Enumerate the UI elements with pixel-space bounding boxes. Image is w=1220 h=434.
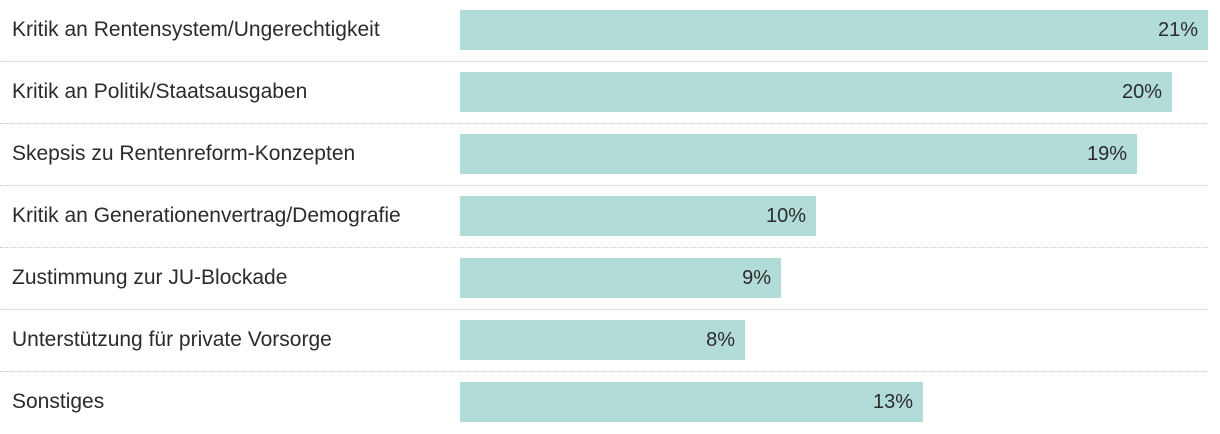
chart-row: Kritik an Rentensystem/Ungerechtigkeit 21…: [0, 0, 1208, 62]
data-label: 21%: [1157, 19, 1198, 41]
category-label: Kritik an Politik/Staatsausgaben: [12, 80, 308, 103]
bar: 19%: [460, 134, 1137, 174]
data-label: 13%: [872, 391, 913, 413]
row-divider: [0, 247, 1208, 248]
category-label: Kritik an Rentensystem/Ungerechtigkeit: [12, 18, 380, 41]
bar: 10%: [460, 196, 816, 236]
data-label: 10%: [765, 205, 806, 227]
data-label: 9%: [742, 267, 771, 289]
category-label: Zustimmung zur JU-Blockade: [12, 266, 288, 289]
row-divider: [0, 123, 1208, 124]
row-divider: [0, 61, 1208, 62]
row-divider: [0, 309, 1208, 310]
data-label: 20%: [1121, 81, 1162, 103]
chart-row: Kritik an Politik/Staatsausgaben 20%: [0, 62, 1208, 124]
bar: 9%: [460, 258, 781, 298]
chart-row: Unterstützung für private Vorsorge 8%: [0, 310, 1208, 372]
data-label: 8%: [706, 329, 735, 351]
chart-row: Skepsis zu Rentenreform-Konzepten 19%: [0, 124, 1208, 186]
row-divider: [0, 371, 1208, 372]
chart-row: Kritik an Generationenvertrag/Demografie…: [0, 186, 1208, 248]
bar: 21%: [460, 10, 1208, 50]
category-label: Kritik an Generationenvertrag/Demografie: [12, 204, 401, 227]
bar: 8%: [460, 320, 745, 360]
category-label: Skepsis zu Rentenreform-Konzepten: [12, 142, 356, 165]
bar: 20%: [460, 72, 1172, 112]
chart-row: Zustimmung zur JU-Blockade 9%: [0, 248, 1208, 310]
chart-row: Sonstiges 13%: [0, 372, 1208, 434]
category-label: Unterstützung für private Vorsorge: [12, 328, 332, 351]
category-label: Sonstiges: [12, 390, 105, 413]
bar: 13%: [460, 382, 923, 422]
row-divider: [0, 185, 1208, 186]
data-label: 19%: [1086, 143, 1127, 165]
